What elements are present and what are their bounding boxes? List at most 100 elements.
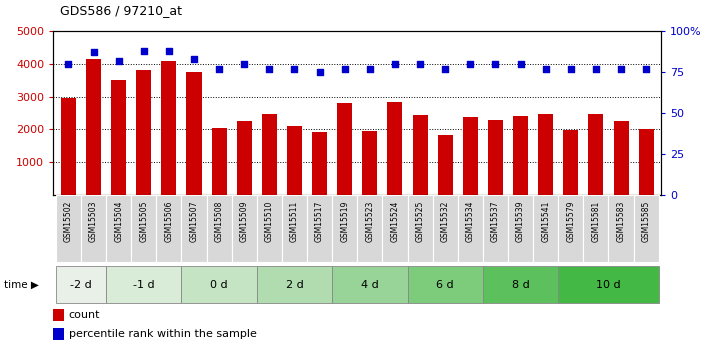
Point <box>113 58 124 63</box>
Text: GSM15579: GSM15579 <box>566 200 575 242</box>
Text: GSM15541: GSM15541 <box>541 200 550 242</box>
FancyBboxPatch shape <box>156 195 181 262</box>
FancyBboxPatch shape <box>81 195 106 262</box>
Point <box>138 48 149 53</box>
Text: GSM15505: GSM15505 <box>139 200 149 242</box>
FancyBboxPatch shape <box>533 195 558 262</box>
Text: GSM15519: GSM15519 <box>341 200 349 242</box>
Point <box>188 56 200 62</box>
FancyBboxPatch shape <box>207 195 232 262</box>
Bar <box>488 120 503 195</box>
Point <box>289 66 300 71</box>
Bar <box>363 131 378 195</box>
Text: 2 d: 2 d <box>286 280 304 289</box>
Point <box>164 48 175 53</box>
Bar <box>237 120 252 195</box>
Text: GSM15511: GSM15511 <box>290 200 299 242</box>
Bar <box>312 132 327 195</box>
Point <box>264 66 275 71</box>
FancyBboxPatch shape <box>508 195 533 262</box>
Point <box>540 66 551 71</box>
Bar <box>513 116 528 195</box>
FancyBboxPatch shape <box>132 195 156 262</box>
Bar <box>538 114 553 195</box>
Bar <box>387 102 402 195</box>
Text: GSM15524: GSM15524 <box>390 200 400 242</box>
Bar <box>337 104 352 195</box>
FancyBboxPatch shape <box>357 195 383 262</box>
Bar <box>287 126 302 195</box>
Bar <box>186 72 201 195</box>
FancyBboxPatch shape <box>106 195 132 262</box>
FancyBboxPatch shape <box>634 195 658 262</box>
Text: GSM15509: GSM15509 <box>240 200 249 242</box>
Text: time ▶: time ▶ <box>4 280 38 289</box>
Point <box>239 61 250 67</box>
Text: -1 d: -1 d <box>133 280 154 289</box>
FancyBboxPatch shape <box>609 195 634 262</box>
Text: 0 d: 0 d <box>210 280 228 289</box>
Text: GSM15517: GSM15517 <box>315 200 324 242</box>
FancyBboxPatch shape <box>106 266 181 303</box>
Text: GSM15504: GSM15504 <box>114 200 123 242</box>
FancyBboxPatch shape <box>558 195 583 262</box>
Bar <box>638 129 653 195</box>
Point <box>615 66 626 71</box>
Point <box>339 66 351 71</box>
FancyBboxPatch shape <box>432 195 458 262</box>
Text: GSM15583: GSM15583 <box>616 200 626 242</box>
Point <box>63 61 74 67</box>
Text: GDS586 / 97210_at: GDS586 / 97210_at <box>60 4 183 17</box>
FancyBboxPatch shape <box>407 195 432 262</box>
FancyBboxPatch shape <box>232 195 257 262</box>
Text: GSM15534: GSM15534 <box>466 200 475 242</box>
Text: GSM15510: GSM15510 <box>265 200 274 242</box>
FancyBboxPatch shape <box>181 195 207 262</box>
Bar <box>438 135 453 195</box>
Text: GSM15532: GSM15532 <box>441 200 449 242</box>
Bar <box>262 114 277 195</box>
Bar <box>53 309 64 321</box>
FancyBboxPatch shape <box>56 266 106 303</box>
FancyBboxPatch shape <box>181 266 257 303</box>
Text: GSM15503: GSM15503 <box>89 200 98 242</box>
Bar <box>161 61 176 195</box>
Text: GSM15525: GSM15525 <box>415 200 424 242</box>
Point <box>389 61 400 67</box>
Text: GSM15507: GSM15507 <box>190 200 198 242</box>
Point <box>415 61 426 67</box>
FancyBboxPatch shape <box>483 195 508 262</box>
Point <box>515 61 526 67</box>
Text: count: count <box>68 310 100 319</box>
Point <box>439 66 451 71</box>
FancyBboxPatch shape <box>332 195 357 262</box>
Text: GSM15508: GSM15508 <box>215 200 224 242</box>
FancyBboxPatch shape <box>56 195 81 262</box>
FancyBboxPatch shape <box>558 266 658 303</box>
Text: GSM15537: GSM15537 <box>491 200 500 242</box>
Text: 8 d: 8 d <box>512 280 530 289</box>
Text: GSM15502: GSM15502 <box>64 200 73 242</box>
Point <box>590 66 602 71</box>
Bar <box>463 117 478 195</box>
Point <box>88 50 100 55</box>
Text: 4 d: 4 d <box>361 280 379 289</box>
Point <box>490 61 501 67</box>
Bar <box>563 130 578 195</box>
Text: percentile rank within the sample: percentile rank within the sample <box>68 329 257 338</box>
FancyBboxPatch shape <box>458 195 483 262</box>
FancyBboxPatch shape <box>483 266 558 303</box>
Text: 6 d: 6 d <box>437 280 454 289</box>
Text: GSM15585: GSM15585 <box>641 200 651 242</box>
Text: GSM15581: GSM15581 <box>592 200 600 242</box>
Text: GSM15523: GSM15523 <box>365 200 374 242</box>
Point <box>641 66 652 71</box>
Bar <box>137 70 151 195</box>
Bar <box>53 328 64 340</box>
Point <box>565 66 577 71</box>
FancyBboxPatch shape <box>383 195 407 262</box>
Point <box>213 66 225 71</box>
Text: -2 d: -2 d <box>70 280 92 289</box>
Bar <box>111 80 126 195</box>
FancyBboxPatch shape <box>257 195 282 262</box>
